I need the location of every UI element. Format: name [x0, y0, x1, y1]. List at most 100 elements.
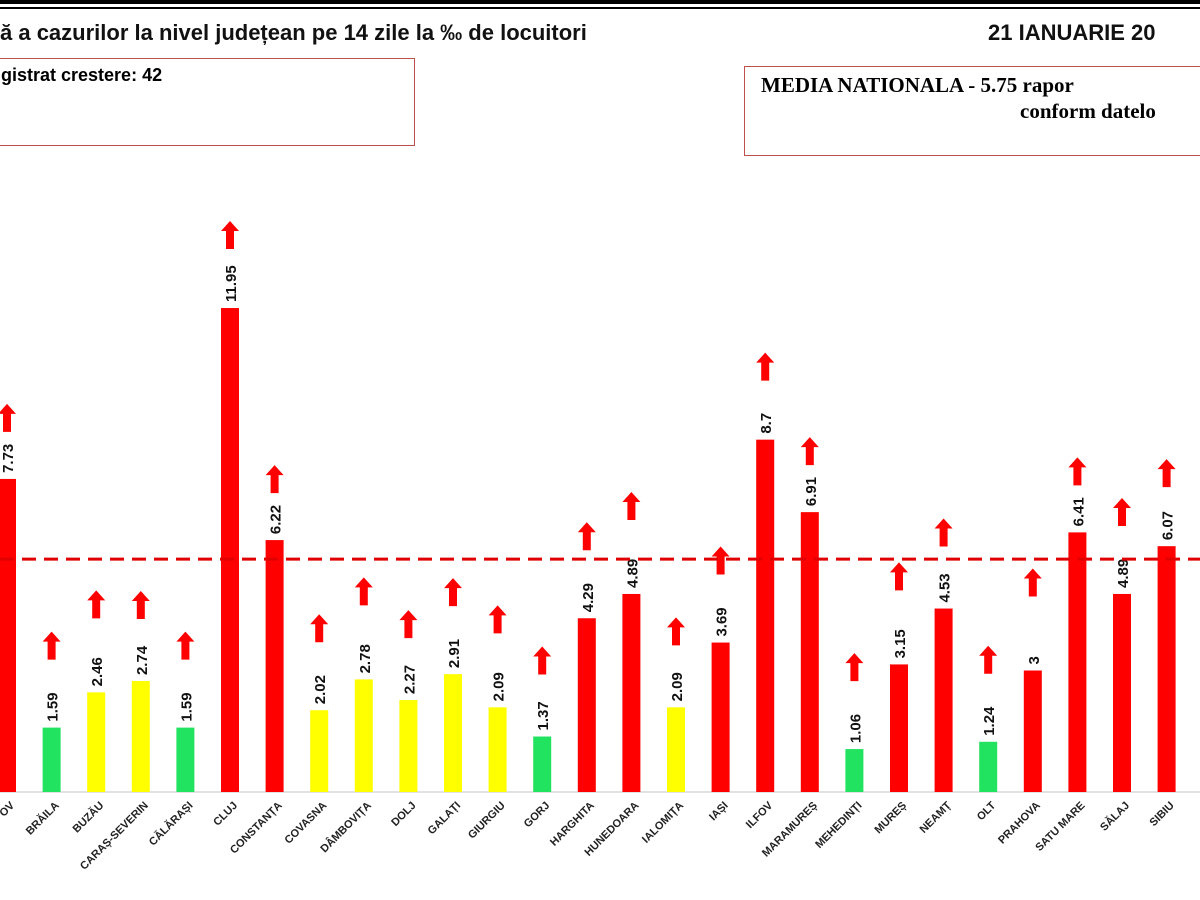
category-label: COVASNA [283, 800, 330, 847]
category-label: OV [0, 799, 18, 819]
trend-up-arrow-icon [845, 653, 864, 682]
category-label: MUREȘ [873, 800, 910, 837]
data-label: 3.15 [892, 629, 909, 658]
trend-up-arrow-icon [533, 646, 552, 675]
bar [979, 741, 998, 792]
bar [399, 700, 418, 792]
bar [845, 749, 864, 792]
bar [310, 710, 329, 792]
bar [711, 642, 730, 792]
data-label: 4.53 [937, 573, 954, 602]
bar [533, 736, 552, 792]
trend-up-arrow-icon [42, 631, 61, 660]
category-label: DOLJ [389, 800, 418, 829]
bar [1023, 670, 1042, 792]
trend-up-arrow-icon [354, 577, 373, 606]
national-average-box: MEDIA NATIONALA - 5.75 rapor conform dat… [744, 66, 1200, 156]
bar [0, 478, 16, 792]
trend-up-arrow-icon [399, 610, 418, 639]
bar [1157, 546, 1176, 792]
data-label: 6.91 [803, 477, 820, 506]
trend-up-arrow-icon [310, 614, 329, 643]
data-label: 1.37 [535, 701, 552, 730]
data-label: 2.02 [312, 675, 329, 704]
category-label: NEAMȚ [918, 799, 954, 835]
increase-count-box: gistrat crestere: 42 [0, 58, 415, 146]
data-label: 2.27 [401, 665, 418, 694]
bar [87, 692, 106, 792]
trend-up-arrow-icon [800, 437, 819, 466]
data-label: 2.46 [89, 657, 106, 686]
trend-up-arrow-icon [1113, 497, 1131, 526]
national-average-text: MEDIA NATIONALA - 5.75 rapor [761, 73, 1074, 97]
data-label: 1.24 [981, 706, 998, 736]
trend-up-arrow-icon [577, 522, 596, 551]
trend-up-arrow-icon [87, 590, 106, 619]
category-label: GIURGIU [466, 800, 508, 842]
top-border-thin [0, 7, 1200, 9]
category-label: HARGHITA [548, 800, 597, 849]
category-label: ILFOV [744, 799, 776, 831]
data-label: 1.59 [178, 692, 195, 721]
data-label: 8.7 [758, 413, 775, 434]
bar [756, 439, 775, 792]
data-label: 2.91 [446, 639, 463, 668]
trend-up-arrow-icon [1023, 568, 1042, 597]
bar [42, 727, 61, 792]
trend-up-arrow-icon [1068, 457, 1087, 486]
bar [176, 727, 195, 792]
category-label: PRAHOVA [996, 800, 1043, 847]
bar [800, 512, 819, 792]
trend-up-arrow-icon [265, 465, 284, 494]
top-border [0, 0, 1200, 4]
data-label: 1.06 [847, 714, 864, 743]
bar [890, 664, 908, 792]
trend-up-arrow-icon [0, 403, 16, 432]
data-label: 2.09 [491, 672, 508, 701]
category-label: GALAȚI [426, 800, 463, 837]
trend-up-arrow-icon [1157, 459, 1176, 488]
trend-up-arrow-icon [890, 562, 908, 591]
trend-up-arrow-icon [131, 591, 150, 620]
trend-up-arrow-icon [444, 578, 462, 607]
category-label: MEHEDINȚI [813, 800, 864, 851]
trend-up-arrow-icon [488, 605, 507, 634]
bar [131, 681, 150, 792]
data-label: 2.74 [134, 645, 151, 675]
data-label: 3 [1026, 656, 1043, 664]
category-label: SIBIU [1147, 800, 1176, 829]
category-label: SĂLAJ [1097, 799, 1132, 834]
trend-up-arrow-icon [176, 631, 195, 660]
trend-up-arrow-icon [934, 518, 953, 547]
bar [1113, 593, 1131, 792]
trend-up-arrow-icon [979, 645, 998, 674]
bar [488, 707, 507, 792]
data-label: 6.22 [268, 505, 285, 534]
chart-date: 21 IANUARIE 20 [988, 20, 1156, 45]
bar [667, 707, 685, 792]
bar [265, 540, 284, 792]
category-label: IALOMIȚA [640, 800, 686, 846]
data-label: 2.78 [357, 644, 374, 673]
trend-up-arrow-icon [667, 617, 685, 646]
trend-up-arrow-icon [711, 546, 730, 575]
category-label: CLUJ [211, 800, 240, 829]
bar [622, 593, 641, 792]
trend-up-arrow-icon [221, 221, 239, 250]
data-label: 6.41 [1070, 497, 1087, 526]
bar [1068, 532, 1087, 792]
data-label: 11.95 [223, 265, 240, 302]
data-label: 7.73 [0, 444, 17, 473]
chart-title: ă a cazurilor la nivel județean pe 14 zi… [0, 20, 587, 45]
bar [577, 618, 596, 792]
bar [221, 308, 239, 792]
data-label: 4.89 [1115, 559, 1132, 588]
data-label: 6.07 [1160, 511, 1177, 540]
data-label: 3.69 [714, 607, 731, 636]
category-label: BUZĂU [70, 799, 106, 835]
category-label: GORJ [522, 800, 553, 831]
data-label: 1.59 [45, 692, 62, 721]
national-average-source: conform datelo [1020, 99, 1156, 123]
bar [934, 608, 953, 792]
